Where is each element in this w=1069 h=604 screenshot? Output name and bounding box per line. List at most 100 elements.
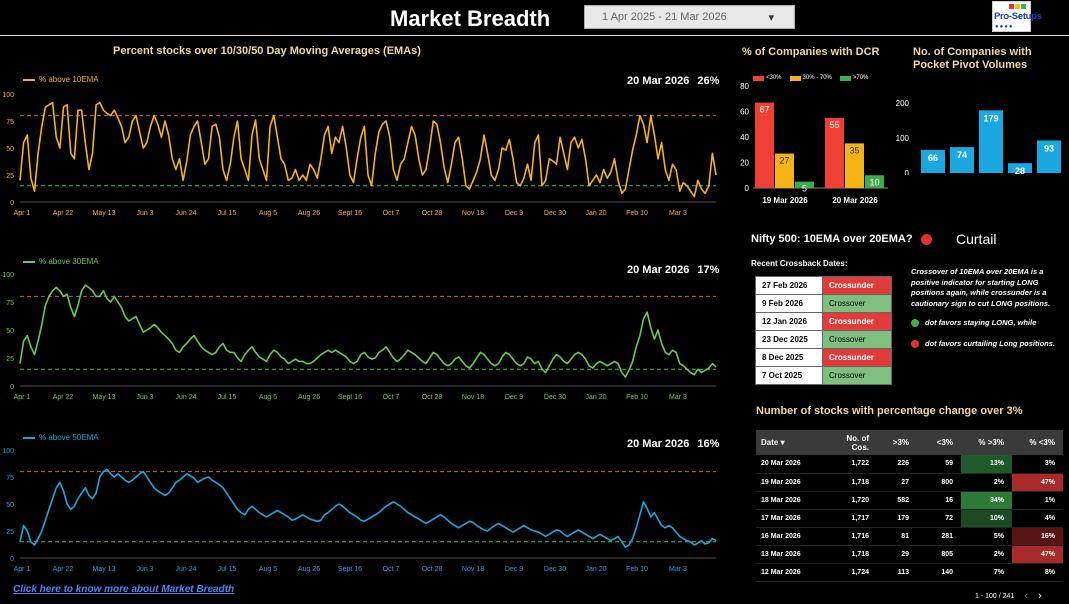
- x-tick-label: Dec 30: [544, 210, 566, 217]
- table-cell: 1,722: [851, 460, 869, 468]
- y-tick-label: 75: [6, 300, 14, 307]
- dcr-title: % of Companies with DCR: [742, 46, 880, 58]
- x-tick-label: Aug 5: [259, 210, 277, 217]
- bar-value-label: 5: [802, 184, 807, 194]
- dcr-legend: <30% 30% - 70% >70%: [753, 75, 868, 81]
- x-tick-label: 20 Mar 2026: [832, 196, 878, 205]
- x-tick-label: Sept 16: [338, 394, 362, 401]
- y-tick-label: 200: [896, 99, 910, 108]
- chart-30ema[interactable]: 0 25 50 75 100 Apr 1 Apr 22 May 13 Jun 3 Jun 24 Ju…: [0, 268, 725, 404]
- dcr-bar: [755, 102, 774, 188]
- col-up-header[interactable]: >3%: [877, 430, 917, 455]
- pro-setups-logo[interactable]: Pro-Setups ●●●●: [992, 1, 1042, 32]
- table-cell: 17 Mar 2026: [761, 514, 801, 522]
- table-row[interactable]: 12 Mar 2026 1,724 113 140 7% 8%: [756, 563, 1063, 581]
- table-cell: 1,717: [851, 514, 869, 522]
- table-cell: 3%: [1012, 455, 1063, 473]
- legend-swatch: [23, 260, 35, 263]
- y-tick-label: 20: [740, 159, 749, 168]
- col-up-pct-header[interactable]: % >3%: [961, 430, 1012, 455]
- dcr-legend-label: <30%: [766, 75, 782, 81]
- dcr-bar: [825, 117, 844, 188]
- x-tick-label: Aug 5: [259, 394, 277, 401]
- legend-swatch: [839, 75, 851, 81]
- col-down-header[interactable]: <3%: [917, 430, 961, 455]
- series-line: [19, 284, 717, 378]
- table-cell: 8%: [1012, 563, 1063, 581]
- prev-page-icon[interactable]: ‹: [1024, 590, 1028, 602]
- table-cell: 179: [897, 514, 909, 522]
- bar-value-label: 179: [983, 113, 998, 123]
- x-tick-label: Sept 16: [338, 210, 362, 217]
- x-tick-label: Apr 1: [14, 566, 31, 573]
- x-tick-label: Jun 3: [136, 210, 153, 217]
- table-row[interactable]: 18 Mar 2026 1,720 582 16 34% 1%: [756, 491, 1063, 509]
- table-cell: 59: [945, 460, 953, 468]
- col-date-header[interactable]: Date ▾: [756, 430, 827, 455]
- chart-pocket-pivot[interactable]: 010020066Mar 1674Mar 17179Mar 1828Mar 19…: [893, 97, 1069, 175]
- crossback-type: Crossover: [822, 366, 892, 385]
- dropdown-icon: ▾: [768, 12, 774, 24]
- stamp-value: 26%: [697, 75, 720, 87]
- x-tick-label: Feb 10: [626, 394, 648, 401]
- y-tick-label: 0: [10, 556, 14, 563]
- legend-50ema: % above 50EMA: [23, 433, 99, 442]
- bar-value-label: 28: [1015, 166, 1025, 175]
- y-tick-label: 0: [905, 169, 910, 175]
- table-cell: 47%: [1012, 473, 1063, 491]
- crossback-row: 27 Feb 2026 Crossunder: [755, 276, 892, 295]
- y-tick-label: 25: [6, 356, 14, 363]
- dcr-legend-label: >70%: [852, 75, 869, 81]
- table-row[interactable]: 17 Mar 2026 1,717 179 72 10% 4%: [756, 509, 1063, 527]
- chart-10ema[interactable]: 0 25 50 75 100 Apr 1 Apr 22 May 13 Jun 3 Jun 24 Ju…: [0, 88, 725, 220]
- table-cell: 27: [901, 478, 909, 486]
- table-row[interactable]: 20 Mar 2026 1,722 226 59 13% 3%: [756, 455, 1063, 473]
- crossback-type: Crossover: [822, 330, 892, 349]
- logo-text: Pro-Setups: [994, 11, 1042, 22]
- x-tick-label: Nov 18: [462, 210, 484, 217]
- red-dot-text: dot favors curtailing Long positions.: [925, 339, 1056, 348]
- table-row[interactable]: 16 Mar 2026 1,716 81 281 5% 16%: [756, 527, 1063, 545]
- table-row[interactable]: 19 Mar 2026 1,718 27 800 2% 47%: [756, 473, 1063, 491]
- bar-value-label: 35: [849, 145, 859, 155]
- pocket-pivot-bar: [950, 147, 974, 173]
- nifty-question: Nifty 500: 10EMA over 20EMA?: [751, 233, 913, 245]
- pocket-pivot-bar: [1008, 163, 1032, 173]
- legend-label: % above 10EMA: [39, 75, 99, 84]
- next-page-icon[interactable]: ›: [1037, 590, 1042, 602]
- col-down-pct-header[interactable]: % <3%: [1012, 430, 1063, 455]
- crossback-table: 27 Feb 2026 Crossunder 9 Feb 2026 Crossover…: [755, 276, 892, 385]
- red-dot-icon: [911, 339, 919, 348]
- x-tick-label: Mar 3: [669, 566, 687, 573]
- table-cell: 34%: [961, 491, 1012, 509]
- green-dot-icon: [911, 318, 919, 327]
- col-cos-header[interactable]: No. of Cos.: [827, 430, 877, 455]
- x-tick-label: Jun 3: [136, 394, 153, 401]
- stamp-date: 20 Mar 2026: [627, 264, 690, 276]
- table-row[interactable]: 13 Mar 2026 1,718 29 805 2% 47%: [756, 545, 1063, 563]
- pocket-pivot-bar: [979, 110, 1003, 173]
- table-cell: 1,724: [851, 568, 869, 576]
- dcr-bar: [865, 175, 884, 188]
- y-tick-label: 100: [2, 272, 14, 279]
- chart-50ema[interactable]: 0 25 50 75 100 Apr 1 Apr 22 May 13 Jun 3 Jun 24 Ju…: [0, 444, 725, 576]
- legend-label: % above 30EMA: [39, 257, 99, 266]
- x-tick-label: Jun 24: [175, 394, 196, 401]
- market-breadth-link[interactable]: Click here to know more about Market Bre…: [13, 584, 235, 595]
- x-tick-label: Apr 1: [14, 394, 31, 401]
- table-cell: 16: [945, 496, 953, 504]
- status-dot-icon: [921, 234, 932, 245]
- date-range-picker[interactable]: 1 Apr 2025 - 21 Mar 2026 ▾: [584, 5, 795, 29]
- table-cell: 20 Mar 2026: [761, 460, 801, 468]
- y-tick-label: 80: [740, 82, 749, 91]
- table-cell: 12 Mar 2026: [761, 568, 801, 576]
- x-tick-label: May 13: [93, 566, 116, 573]
- x-tick-label: Apr 1: [14, 210, 31, 217]
- table-cell: 16%: [1012, 527, 1063, 545]
- x-tick-label: Jan 20: [585, 210, 606, 217]
- x-tick-label: Oct 28: [422, 566, 443, 573]
- chart-dcr[interactable]: 0 20 40 60 80 67 27 5 19 Mar 2026 55 35 10 20 Mar 20…: [733, 80, 893, 208]
- ema-section-title: Percent stocks over 10/30/50 Day Moving …: [113, 45, 421, 57]
- crossback-type: Crossover: [822, 294, 892, 313]
- y-tick-label: 60: [740, 108, 749, 117]
